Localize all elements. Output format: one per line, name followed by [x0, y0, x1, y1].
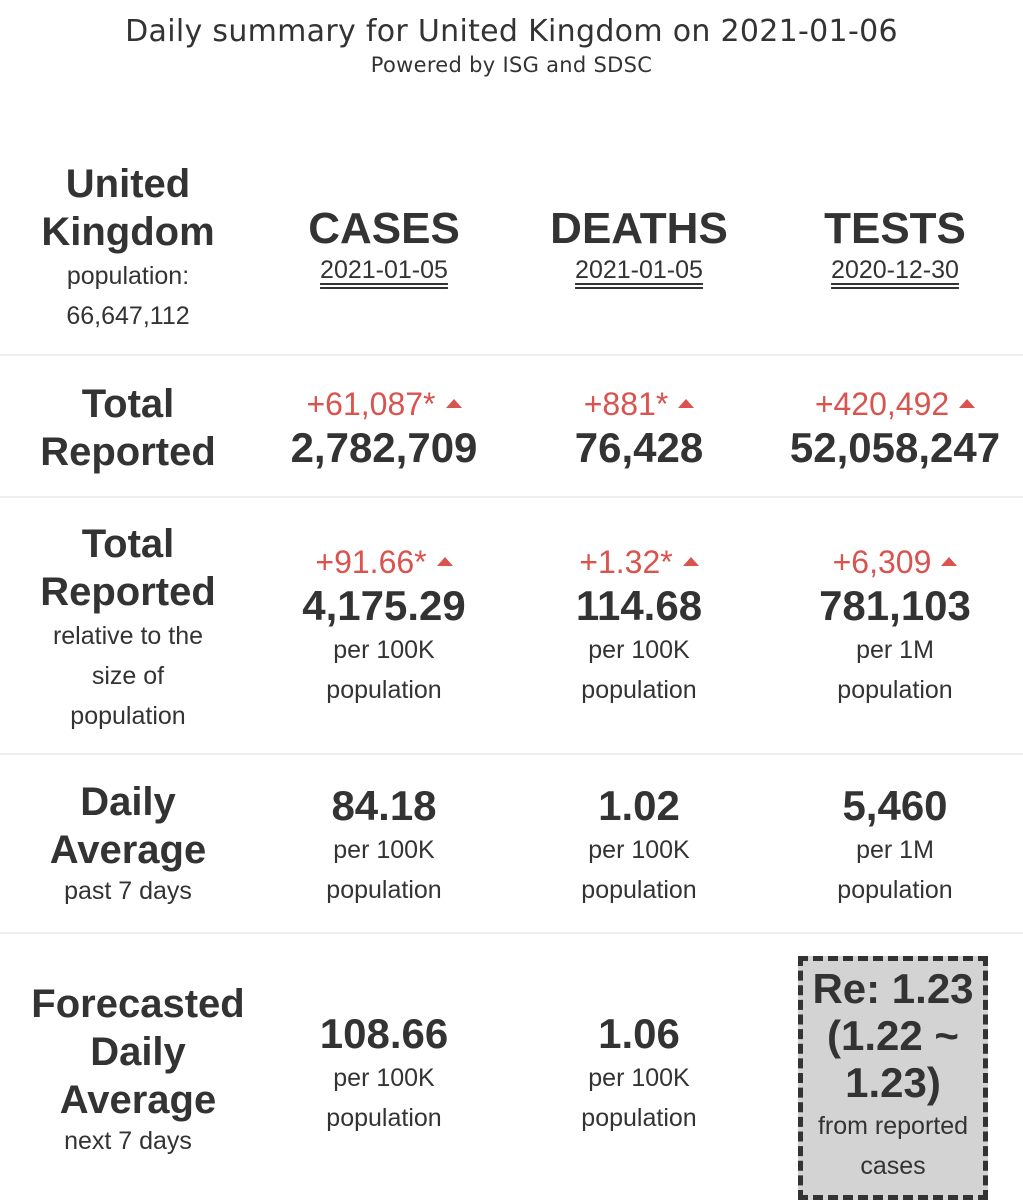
unit-label: per 1M: [856, 636, 934, 664]
deaths-daily-cell: 1.02 per 100K population: [511, 782, 767, 910]
tests-total-cell: +420,492 52,058,247: [767, 384, 1023, 472]
re-note: from reported cases: [817, 1112, 969, 1180]
daily-value: 1.02: [598, 782, 680, 829]
increase-triangle-icon: [959, 399, 976, 409]
unit-label: population: [326, 876, 442, 904]
cases-daily-cell: 84.18 per 100K population: [256, 782, 512, 910]
total-value: 76,428: [574, 424, 704, 471]
column-title: CASES: [308, 204, 460, 253]
forecast-value: 1.06: [598, 1010, 680, 1057]
increase-triangle-icon: [682, 557, 699, 567]
unit-label: population: [326, 676, 442, 704]
page-header: Daily summary for United Kingdom on 2021…: [0, 12, 1023, 78]
delta-value: +881*: [511, 384, 767, 424]
unit-label: population: [581, 676, 697, 704]
tests-daily-cell: 5,460 per 1M population: [767, 782, 1023, 910]
column-date[interactable]: 2020-12-30: [831, 256, 959, 284]
row-divider: [0, 932, 1023, 934]
daily-value: 84.18: [331, 782, 437, 829]
unit-label: population: [581, 1104, 697, 1132]
column-date[interactable]: 2021-01-05: [575, 256, 703, 284]
row-subtitle: next 7 days: [64, 1127, 192, 1155]
total-reported-row: Total Reported +61,087* 2,782,709 +881* …: [0, 380, 1023, 490]
row-label: Forecasted Daily Average next 7 days: [10, 980, 266, 1158]
delta-value: +61,087*: [256, 384, 512, 424]
unit-label: per 100K: [333, 836, 435, 864]
increase-triangle-icon: [436, 557, 453, 567]
population-value: 66,647,112: [66, 302, 190, 330]
row-divider: [0, 753, 1023, 755]
relative-value: 4,175.29: [302, 582, 466, 629]
population-label: population:: [66, 262, 190, 290]
unit-label: per 100K: [588, 1064, 690, 1092]
unit-label: population: [837, 876, 953, 904]
forecast-value: 108.66: [319, 1010, 449, 1057]
unit-label: per 100K: [333, 1064, 435, 1092]
row-title: Total Reported: [40, 382, 216, 474]
increase-triangle-icon: [678, 399, 695, 409]
re-value: Re: 1.23: [812, 965, 974, 1012]
unit-label: per 100K: [588, 636, 690, 664]
page-title: Daily summary for United Kingdom on 2021…: [125, 14, 898, 49]
row-title: Total Reported: [40, 522, 216, 614]
deaths-forecast-cell: 1.06 per 100K population: [511, 1010, 767, 1138]
re-estimate-box: Re: 1.23 (1.22 ~ 1.23) from reported cas…: [798, 956, 988, 1200]
unit-label: population: [581, 876, 697, 904]
relative-row: Total Reported relative to the size of p…: [0, 520, 1023, 750]
column-title: DEATHS: [550, 204, 728, 253]
daily-value: 5,460: [842, 782, 948, 829]
row-subtitle: relative to the size of population: [52, 622, 204, 730]
row-title: Forecasted Daily Average: [31, 982, 245, 1122]
delta-value: +6,309: [767, 542, 1023, 582]
deaths-relative-cell: +1.32* 114.68 per 100K population: [511, 542, 767, 710]
column-tests: TESTS 2020-12-30: [767, 204, 1023, 285]
daily-average-row: Daily Average past 7 days 84.18 per 100K…: [0, 778, 1023, 928]
unit-label: per 1M: [856, 836, 934, 864]
row-label: Daily Average past 7 days: [0, 778, 256, 908]
column-deaths: DEATHS 2021-01-05: [511, 204, 767, 285]
row-label: Total Reported: [0, 380, 256, 476]
tests-relative-cell: +6,309 781,103 per 1M population: [767, 542, 1023, 710]
total-value: 2,782,709: [290, 424, 478, 471]
cases-total-cell: +61,087* 2,782,709: [256, 384, 512, 472]
deaths-total-cell: +881* 76,428: [511, 384, 767, 472]
total-value: 52,058,247: [789, 424, 1001, 471]
country-name: United Kingdom: [41, 162, 215, 254]
country-cell: United Kingdom population: 66,647,112: [0, 160, 256, 336]
unit-label: per 100K: [588, 836, 690, 864]
row-title: Daily Average: [49, 780, 207, 872]
increase-triangle-icon: [445, 399, 462, 409]
unit-label: per 100K: [333, 636, 435, 664]
delta-value: +91.66*: [256, 542, 512, 582]
relative-value: 781,103: [819, 582, 971, 629]
column-date[interactable]: 2021-01-05: [320, 256, 448, 284]
column-cases: CASES 2021-01-05: [256, 204, 512, 285]
cases-forecast-cell: 108.66 per 100K population: [256, 1010, 512, 1138]
column-header-row: United Kingdom population: 66,647,112 CA…: [0, 160, 1023, 340]
page-subtitle: Powered by ISG and SDSC: [370, 53, 653, 77]
forecast-row: Forecasted Daily Average next 7 days 108…: [0, 980, 1023, 1190]
row-divider: [0, 354, 1023, 356]
cases-relative-cell: +91.66* 4,175.29 per 100K population: [256, 542, 512, 710]
row-divider: [0, 496, 1023, 498]
unit-label: population: [837, 676, 953, 704]
row-subtitle: past 7 days: [64, 877, 192, 905]
unit-label: population: [326, 1104, 442, 1132]
row-label: Total Reported relative to the size of p…: [0, 520, 256, 736]
delta-value: +420,492: [767, 384, 1023, 424]
re-range: (1.22 ~ 1.23): [827, 1012, 959, 1106]
column-title: TESTS: [824, 204, 966, 253]
relative-value: 114.68: [575, 582, 703, 629]
increase-triangle-icon: [941, 557, 958, 567]
delta-value: +1.32*: [511, 542, 767, 582]
